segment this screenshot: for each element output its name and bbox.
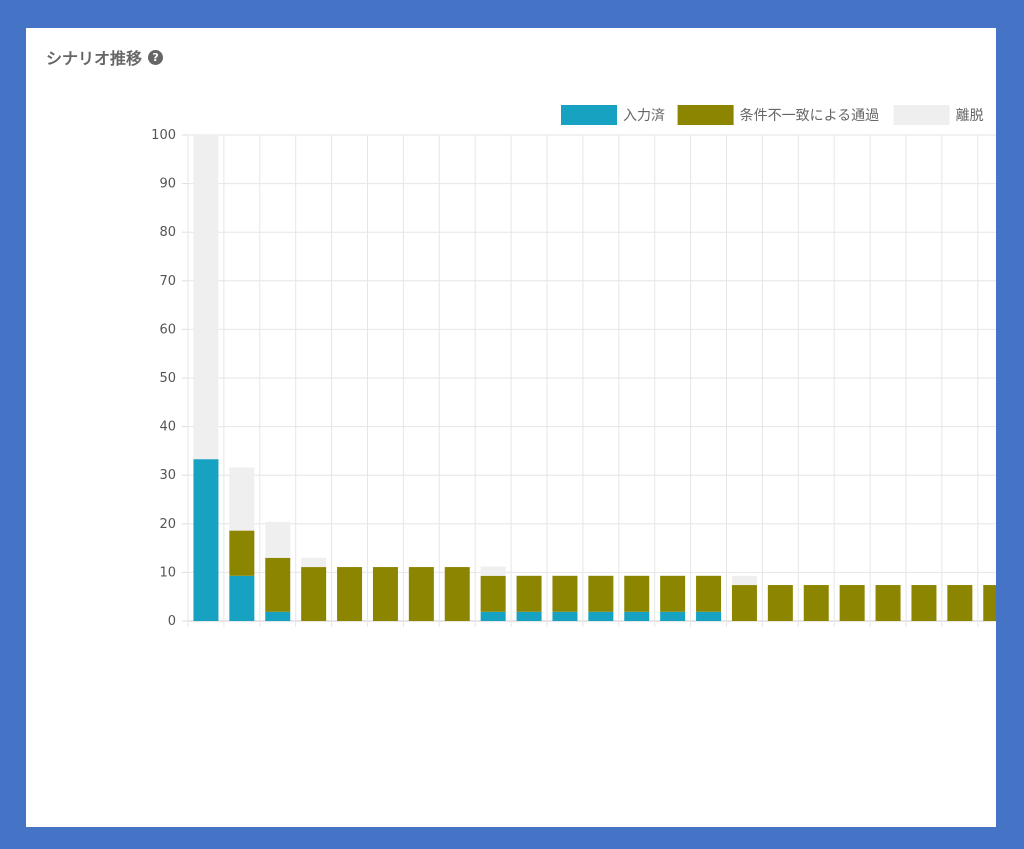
bar-segment-2 — [480, 575, 506, 612]
bar-segment-1 — [588, 611, 614, 621]
y-tick-label: 100 — [151, 128, 176, 143]
bar-segment-2 — [552, 575, 578, 612]
y-tick-label: 40 — [159, 420, 176, 435]
bar-segment-2 — [229, 530, 255, 576]
bar-segment-1 — [229, 575, 255, 621]
bar-segment-2 — [265, 557, 291, 612]
bar-segment-1 — [480, 611, 506, 621]
bar-segment-2 — [337, 567, 363, 621]
y-tick-label: 10 — [159, 565, 176, 580]
scenario-panel: シナリオ推移 ? 0 10 20 30 40 50 60 70 80 90 100 離脱 条件不一致に… — [26, 28, 996, 827]
bar-segment-3 — [731, 575, 757, 586]
bar-segment-2 — [660, 575, 686, 612]
bar-segment-1 — [265, 611, 291, 621]
chart-grid — [182, 134, 996, 627]
y-tick-label: 50 — [159, 371, 176, 386]
bar-segment-2 — [839, 585, 865, 621]
question-circle-icon[interactable]: ? — [148, 49, 164, 65]
bar-segment-2 — [911, 585, 937, 621]
y-tick-label: 60 — [159, 322, 176, 337]
legend-label: 離脱 — [956, 107, 984, 124]
bar-segment-2 — [983, 585, 996, 621]
bar-segment-1 — [193, 459, 219, 621]
bar-segment-2 — [408, 567, 434, 621]
bar-segment-1 — [660, 611, 686, 621]
bar-segment-2 — [767, 585, 793, 621]
y-tick-label: 20 — [159, 517, 176, 532]
y-tick-label: 90 — [159, 177, 176, 192]
bar-segment-1 — [516, 611, 542, 621]
bar-segment-2 — [875, 585, 901, 621]
legend-swatch — [893, 105, 950, 125]
scenario-stacked-bar-chart: 0 10 20 30 40 50 60 70 80 90 100 離脱 条件不一致による通過 入力済 — [151, 105, 996, 629]
bar-segment-2 — [588, 575, 614, 612]
bar-segment-1 — [696, 611, 722, 621]
chart-bars — [193, 135, 996, 621]
legend-swatch — [561, 105, 617, 125]
bar-segment-2 — [696, 575, 722, 612]
bar-segment-2 — [624, 575, 650, 612]
chart-legend: 離脱 条件不一致による通過 入力済 — [561, 105, 984, 125]
panel-header: シナリオ推移 ? — [46, 45, 164, 69]
bar-segment-3 — [480, 566, 506, 576]
bar-segment-3 — [229, 467, 255, 531]
bar-segment-2 — [372, 567, 398, 621]
bar-segment-2 — [731, 585, 757, 621]
bar-segment-3 — [265, 521, 291, 558]
legend-label: 入力済 — [623, 108, 665, 124]
y-tick-label: 30 — [159, 468, 176, 483]
legend-label: 条件不一致による通過 — [740, 107, 880, 124]
bar-segment-1 — [552, 611, 578, 621]
y-tick-label: 70 — [159, 274, 176, 289]
bar-segment-2 — [301, 567, 327, 621]
y-tick-label: 80 — [159, 225, 176, 240]
legend-swatch — [677, 105, 734, 125]
bar-segment-3 — [193, 135, 219, 460]
bar-segment-1 — [624, 611, 650, 621]
bar-segment-3 — [301, 557, 327, 568]
y-tick-label: 0 — [168, 614, 176, 629]
bar-segment-2 — [444, 567, 470, 621]
bar-segment-2 — [947, 585, 973, 621]
y-axis: 0 10 20 30 40 50 60 70 80 90 100 — [151, 128, 176, 629]
bar-segment-2 — [803, 585, 829, 621]
panel-title: シナリオ推移 — [46, 49, 143, 68]
bar-segment-2 — [516, 575, 542, 612]
